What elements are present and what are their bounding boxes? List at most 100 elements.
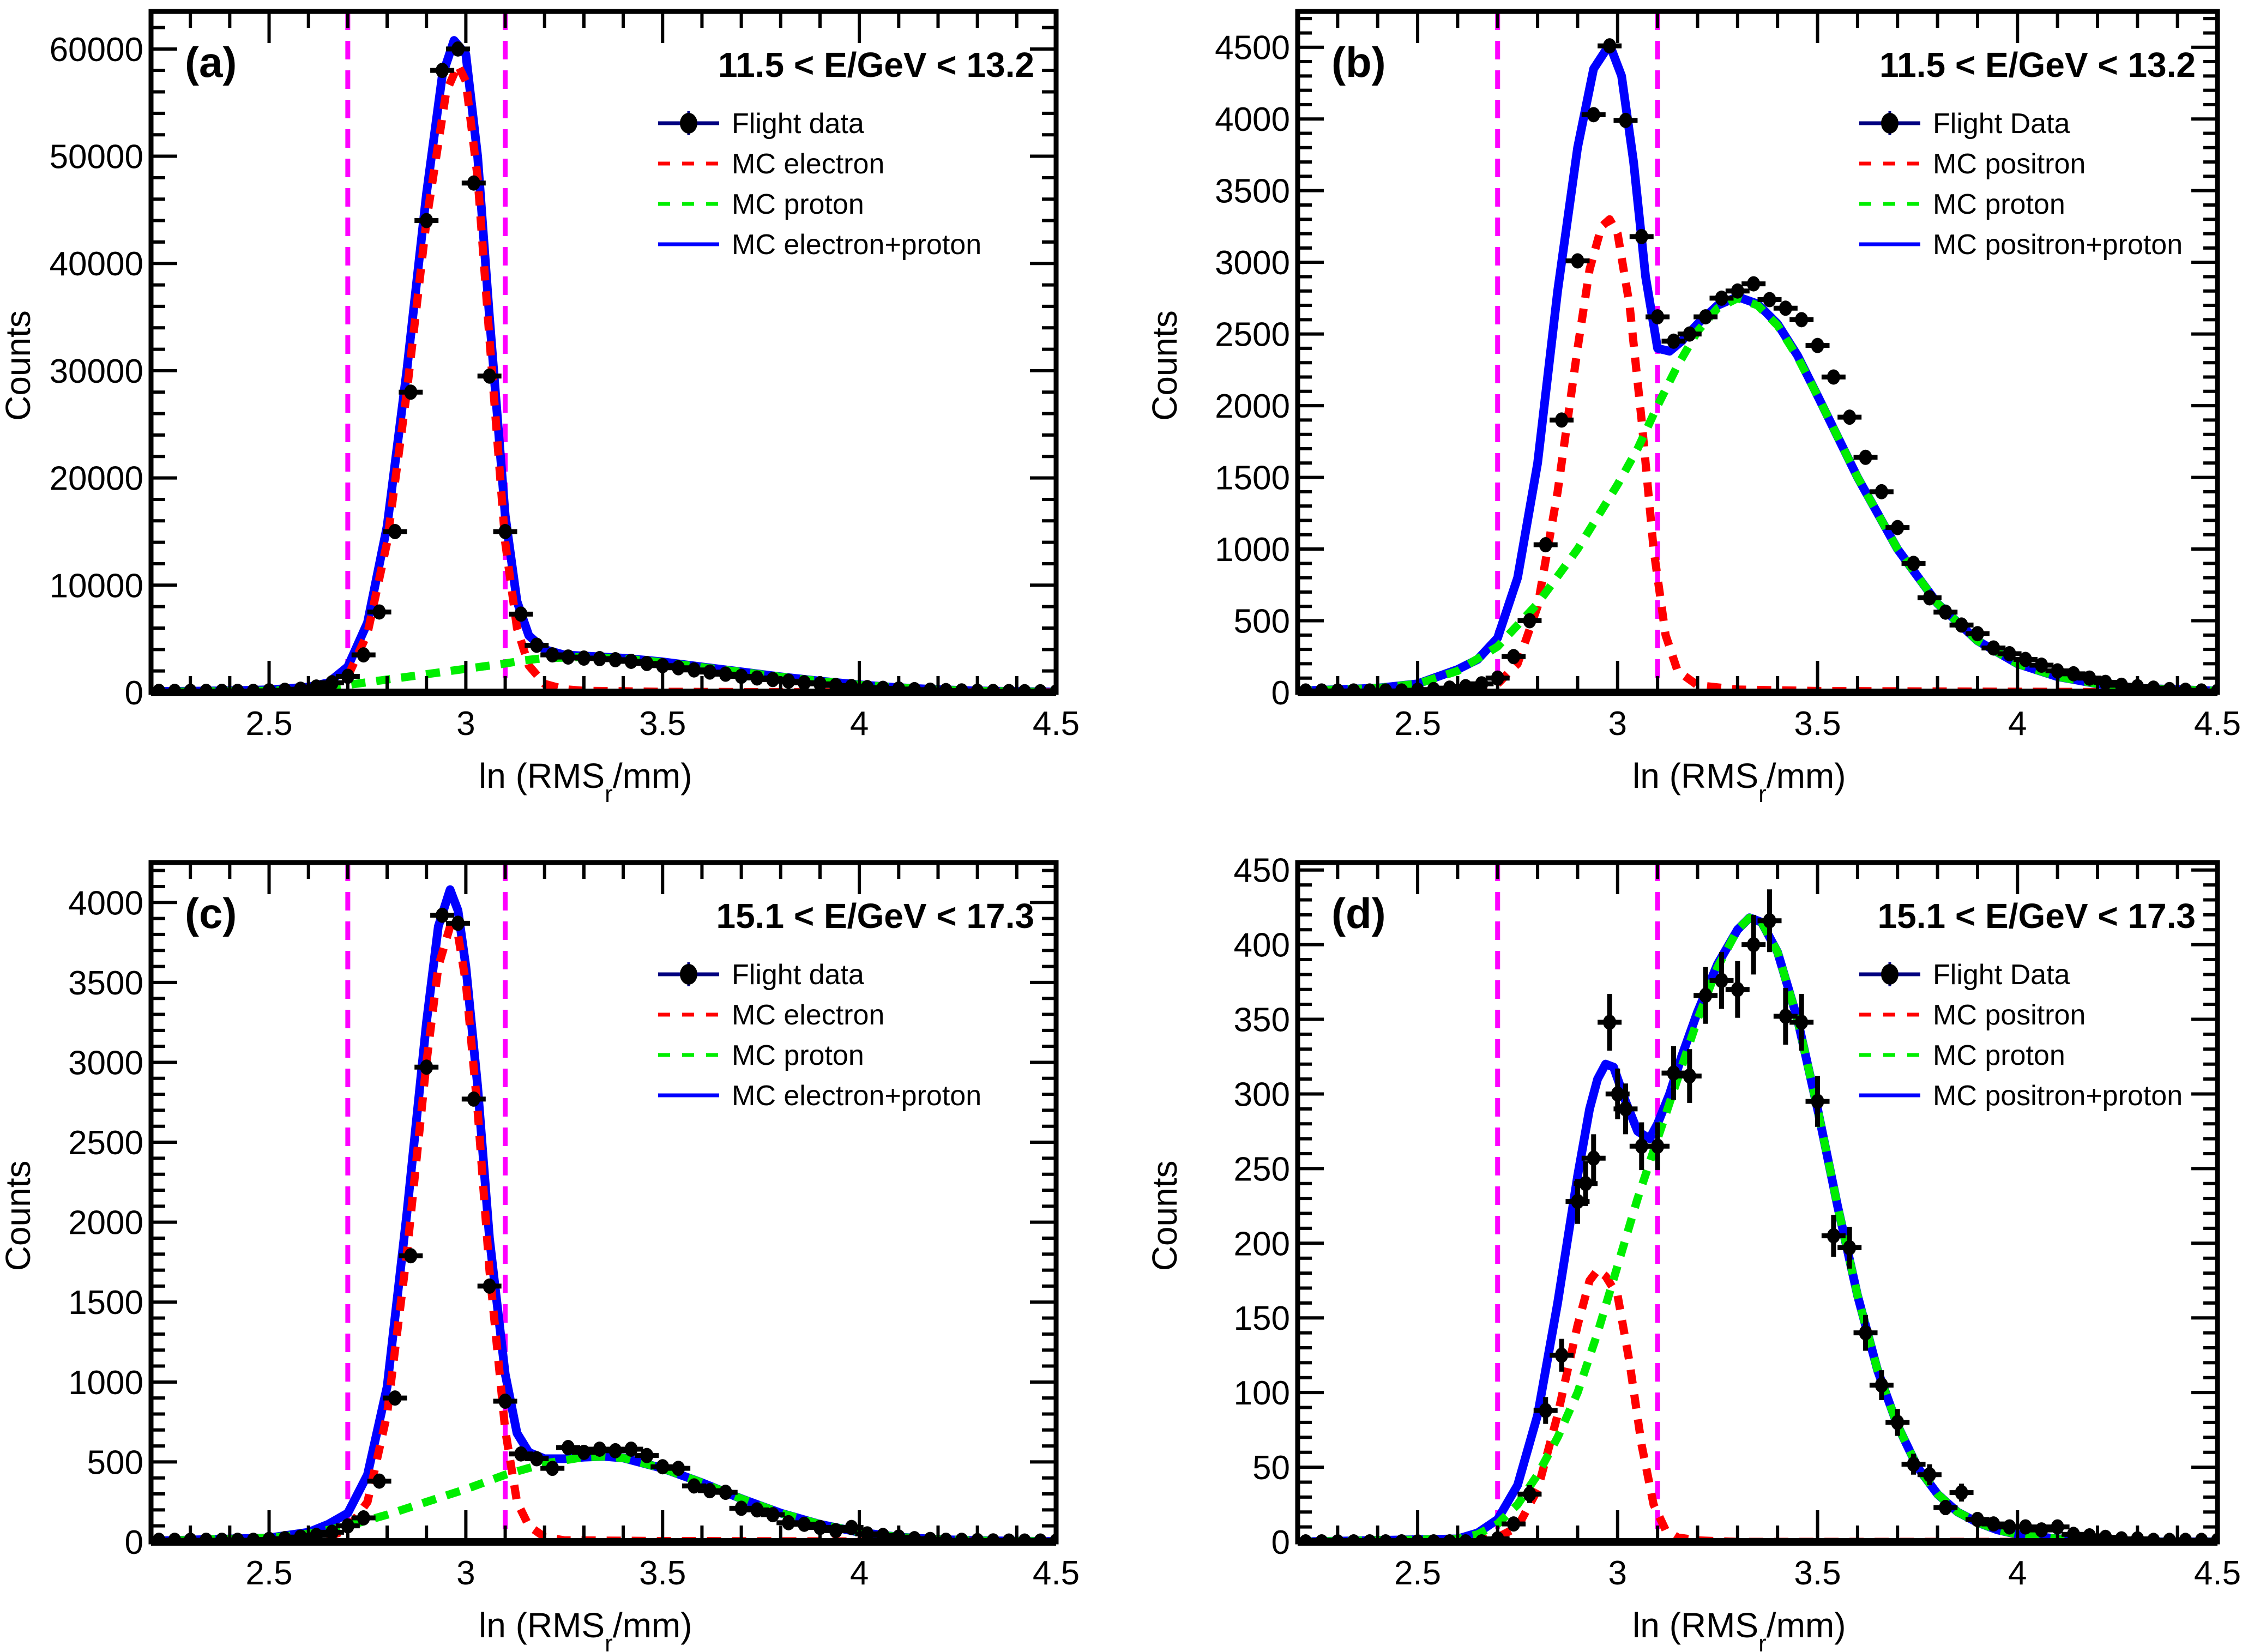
data-marker <box>1651 1138 1665 1154</box>
data-point <box>1502 1516 1526 1532</box>
plot-area: 2.5 3 3.5 4 4.5 0 500 1000 1500 2000 2500 3000 3500 4… <box>68 860 1080 1592</box>
data-marker <box>2018 1519 2032 1535</box>
data-marker <box>1811 1094 1824 1110</box>
y-tick-label: 2500 <box>68 1124 143 1162</box>
data-marker <box>1987 640 2000 656</box>
plot-area: 2.5 3 3.5 4 4.5 0 50 100 150 200 250 300 350 400 450 <box>1234 852 2241 1592</box>
data-point <box>1949 1484 1974 1502</box>
plot-area: 2.5 3 3.5 4 4.5 0 10000 20000 30000 40000 50000 600… <box>50 9 1080 743</box>
data-point <box>1517 1485 1542 1503</box>
x-axis-title: ln (RMSr/mm) <box>1632 756 1846 807</box>
y-tick-label: 300 <box>1234 1076 1290 1113</box>
data-marker <box>593 1441 606 1457</box>
y-tick-label: 10000 <box>50 567 143 605</box>
data-point <box>320 1524 344 1540</box>
data-marker <box>1475 676 1488 692</box>
curve-mc-proton <box>151 1452 1056 1542</box>
x-tick-label: 4 <box>2008 1554 2027 1592</box>
y-tick-label: 40000 <box>50 245 143 283</box>
y-tick-label: 3500 <box>68 964 143 1002</box>
data-marker <box>483 368 496 384</box>
data-point <box>1901 556 1926 571</box>
data-marker <box>1907 556 1920 571</box>
data-marker <box>1507 649 1521 665</box>
y-tick-label: 60000 <box>50 31 143 69</box>
data-marker <box>436 907 449 923</box>
data-point <box>2029 658 2054 673</box>
data-point <box>1693 967 1718 1024</box>
data-marker <box>1859 1325 1872 1341</box>
data-marker <box>577 650 590 666</box>
data-marker <box>1539 1403 1552 1419</box>
x-tick-label: 2.5 <box>1394 1554 1441 1592</box>
x-tick-label: 4.5 <box>1033 705 1080 743</box>
data-point <box>1869 1370 1894 1400</box>
data-point <box>1837 1227 1862 1269</box>
data-point <box>1709 952 1734 1009</box>
data-marker <box>1635 228 1648 244</box>
data-marker <box>798 1516 811 1532</box>
data-marker <box>1875 484 1888 499</box>
y-tick-label: 1000 <box>68 1364 143 1402</box>
x-tick-label: 3 <box>456 1554 475 1592</box>
data-point <box>367 604 391 620</box>
data-marker <box>2035 658 2048 673</box>
data-marker <box>672 1461 685 1476</box>
plot-clip-region <box>151 863 1056 1542</box>
data-point <box>1805 337 1830 353</box>
data-point <box>430 907 455 923</box>
legend-label-lepton: MC electron <box>732 999 884 1031</box>
data-marker <box>1970 1511 1984 1527</box>
legend-label-lepton: MC electron <box>732 148 884 180</box>
y-axis-title: Counts <box>0 310 38 421</box>
x-axis-title: ln (RMSr/mm) <box>479 1606 692 1652</box>
data-marker <box>624 653 638 669</box>
data-marker <box>860 1526 874 1542</box>
data-point <box>1581 1134 1606 1183</box>
data-point <box>571 1444 596 1460</box>
data-marker <box>1955 1485 1968 1500</box>
data-point <box>1869 484 1894 499</box>
y-tick-label: 3000 <box>68 1044 143 1082</box>
data-point <box>509 606 533 622</box>
data-point <box>1598 38 1622 54</box>
data-marker <box>514 606 528 622</box>
data-point <box>1677 326 1702 342</box>
data-marker <box>1779 300 1792 316</box>
data-marker <box>1571 1193 1584 1209</box>
data-marker <box>2003 646 2016 662</box>
data-point <box>761 1507 785 1523</box>
panel-label: (d) <box>1331 889 1386 937</box>
y-tick-label: 200 <box>1234 1225 1290 1263</box>
legend-label-sum: MC positron+proton <box>1933 1080 2183 1112</box>
data-point <box>430 63 455 79</box>
data-point <box>477 1278 502 1294</box>
data-marker <box>467 175 480 191</box>
energy-range-label: 15.1 < E/GeV < 17.3 <box>716 896 1034 936</box>
data-marker <box>2035 1522 2048 1538</box>
data-point <box>1598 993 1622 1051</box>
data-point <box>1837 409 1862 425</box>
data-marker <box>1763 913 1776 929</box>
data-marker <box>1811 337 1824 353</box>
data-marker <box>750 1502 764 1518</box>
data-marker <box>467 1091 480 1107</box>
y-tick-label: 2000 <box>68 1204 143 1242</box>
data-point <box>1917 590 1942 606</box>
data-point <box>540 1461 565 1476</box>
data-marker <box>1970 626 1984 642</box>
axes-frame <box>148 9 1059 695</box>
data-marker <box>1747 276 1761 292</box>
data-marker <box>326 1524 339 1540</box>
data-marker <box>1587 107 1600 123</box>
data-point <box>1502 649 1526 665</box>
data-marker <box>562 649 575 665</box>
data-marker <box>1667 1065 1680 1081</box>
data-point <box>445 41 470 57</box>
data-marker <box>530 1451 544 1467</box>
data-marker <box>404 384 418 400</box>
y-tick-label: 450 <box>1234 852 1290 890</box>
data-point <box>1613 112 1638 128</box>
data-point <box>1581 107 1606 123</box>
curve-mc-lepton <box>151 61 1056 692</box>
